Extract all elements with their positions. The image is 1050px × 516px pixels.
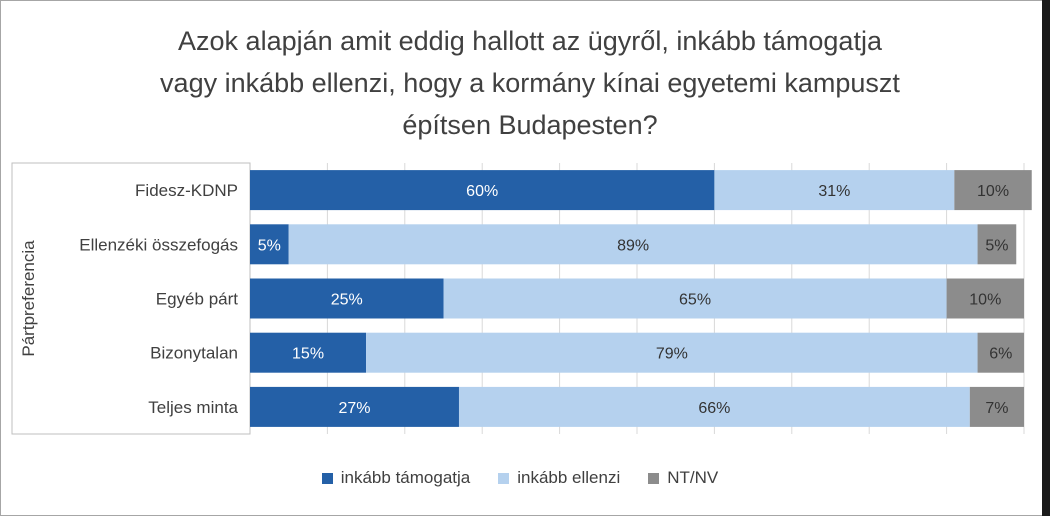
bar-segment <box>714 170 955 211</box>
data-label: 25% <box>331 292 363 309</box>
category-label: Egyéb párt <box>156 290 238 309</box>
data-label: 10% <box>977 183 1009 200</box>
bar-segment <box>250 332 367 373</box>
data-label: 10% <box>969 292 1001 309</box>
bar-segment <box>366 332 978 373</box>
category-label: Fidesz-KDNP <box>135 181 238 200</box>
bar-segment <box>250 170 715 211</box>
bar-segment <box>443 278 947 319</box>
legend-label-support: inkább támogatja <box>340 468 471 487</box>
data-label: 89% <box>617 237 649 254</box>
chart-title-line-3: építsen Budapesten? <box>402 110 658 140</box>
data-label: 5% <box>258 237 281 254</box>
bar-segment <box>977 224 1017 265</box>
y-axis-title: Pártpreferencia <box>19 240 38 357</box>
category-label: Ellenzéki összefogás <box>79 235 238 254</box>
legend-label-oppose: inkább ellenzi <box>517 468 621 487</box>
data-label: 66% <box>698 400 730 417</box>
bar-segment <box>250 224 289 265</box>
legend: inkább támogatja inkább ellenzi NT/NV <box>0 468 1040 488</box>
legend-item-oppose: inkább ellenzi <box>498 468 620 488</box>
category-label: Bizonytalan <box>150 344 238 363</box>
bar-segment <box>954 170 1032 211</box>
data-label: 7% <box>985 400 1008 417</box>
legend-label-dontknow: NT/NV <box>667 468 719 487</box>
bar-segment <box>977 332 1024 373</box>
bar-segment <box>969 386 1024 427</box>
bar-segment <box>946 278 1024 319</box>
chart-title: Azok alapján amit eddig hallott az ügyrő… <box>60 20 1000 146</box>
legend-swatch-support <box>321 472 333 484</box>
legend-item-support: inkább támogatja <box>321 468 471 488</box>
edge-strip <box>1042 0 1050 516</box>
legend-item-dontknow: NT/NV <box>648 468 718 488</box>
category-label: Teljes minta <box>148 398 238 417</box>
data-label: 5% <box>985 237 1008 254</box>
chart-title-line-1: Azok alapján amit eddig hallott az ügyrő… <box>178 26 882 56</box>
data-label: 6% <box>989 346 1012 363</box>
data-label: 15% <box>292 346 324 363</box>
data-label: 27% <box>338 400 370 417</box>
chart-title-line-2: vagy inkább ellenzi, hogy a kormány kína… <box>160 68 900 98</box>
bar-segment <box>458 386 970 427</box>
data-label: 31% <box>818 183 850 200</box>
data-label: 79% <box>656 346 688 363</box>
bar-segment <box>250 278 444 319</box>
legend-swatch-dontknow <box>648 472 660 484</box>
bar-segment <box>250 386 459 427</box>
bar-segment <box>288 224 978 265</box>
data-label: 65% <box>679 292 711 309</box>
legend-swatch-oppose <box>498 472 510 484</box>
data-label: 60% <box>466 183 498 200</box>
